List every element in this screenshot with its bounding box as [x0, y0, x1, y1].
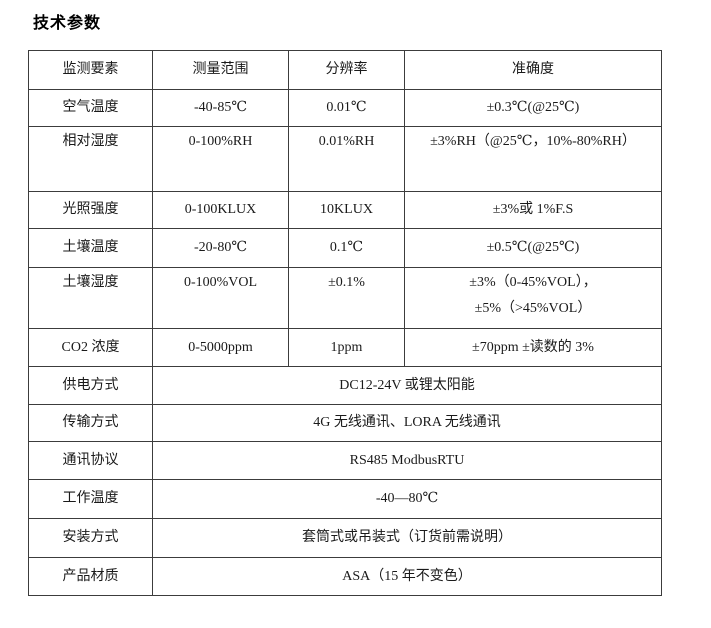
cell-range: 0-100%RH: [152, 126, 289, 192]
table-row-product-material: 产品材质 ASA（15 年不变色）: [28, 557, 662, 596]
cell-element: 土壤湿度: [28, 267, 153, 329]
cell-value: ASA（15 年不变色）: [152, 557, 662, 596]
cell-label: 工作温度: [28, 479, 153, 519]
cell-range: 0-100%VOL: [152, 267, 289, 329]
cell-value: 套筒式或吊装式（订货前需说明）: [152, 518, 662, 558]
cell-value: 4G 无线通讯、LORA 无线通讯: [152, 404, 662, 442]
cell-resolution: ±0.1%: [288, 267, 405, 329]
cell-range: 0-100KLUX: [152, 191, 289, 229]
cell-element: 土壤温度: [28, 228, 153, 268]
cell-value: RS485 ModbusRTU: [152, 441, 662, 480]
column-header-range: 测量范围: [152, 50, 289, 90]
table-row-soil-humidity: 土壤湿度 0-100%VOL ±0.1% ±3%（0-45%VOL）， ±5%（…: [28, 267, 662, 329]
column-header-accuracy: 准确度: [404, 50, 662, 90]
column-header-element: 监测要素: [28, 50, 153, 90]
column-header-resolution: 分辨率: [288, 50, 405, 90]
table-row-air-temperature: 空气温度 -40-85℃ 0.01℃ ±0.3℃(@25℃): [28, 89, 662, 127]
table-row-relative-humidity: 相对湿度 0-100%RH 0.01%RH ±3%RH（@25℃，10%-80%…: [28, 126, 662, 192]
table-row-communication-protocol: 通讯协议 RS485 ModbusRTU: [28, 441, 662, 480]
cell-label: 产品材质: [28, 557, 153, 596]
cell-label: 安装方式: [28, 518, 153, 558]
cell-label: 传输方式: [28, 404, 153, 442]
cell-resolution: 10KLUX: [288, 191, 405, 229]
table-header-row: 监测要素 测量范围 分辨率 准确度: [28, 50, 662, 90]
cell-resolution: 0.1℃: [288, 228, 405, 268]
cell-resolution: 0.01%RH: [288, 126, 405, 192]
cell-element: 相对湿度: [28, 126, 153, 192]
cell-accuracy: ±0.5℃(@25℃): [404, 228, 662, 268]
table-row-light-intensity: 光照强度 0-100KLUX 10KLUX ±3%或 1%F.S: [28, 191, 662, 229]
cell-label: 供电方式: [28, 366, 153, 405]
cell-value: -40—80℃: [152, 479, 662, 519]
page-title: 技术参数: [33, 15, 102, 32]
table-row-co2-concentration: CO2 浓度 0-5000ppm 1ppm ±70ppm ±读数的 3%: [28, 328, 662, 367]
cell-element: 空气温度: [28, 89, 153, 127]
table-row-soil-temperature: 土壤温度 -20-80℃ 0.1℃ ±0.5℃(@25℃): [28, 228, 662, 268]
cell-element: CO2 浓度: [28, 328, 153, 367]
cell-accuracy: ±3%（0-45%VOL）， ±5%（>45%VOL）: [404, 267, 662, 329]
cell-range: -40-85℃: [152, 89, 289, 127]
table-row-power-supply: 供电方式 DC12-24V 或锂太阳能: [28, 366, 662, 405]
accuracy-line-2: ±5%（>45%VOL）: [474, 301, 592, 316]
cell-label: 通讯协议: [28, 441, 153, 480]
cell-element: 光照强度: [28, 191, 153, 229]
cell-accuracy: ±70ppm ±读数的 3%: [404, 328, 662, 367]
cell-resolution: 1ppm: [288, 328, 405, 367]
cell-accuracy: ±3%或 1%F.S: [404, 191, 662, 229]
cell-accuracy: ±3%RH（@25℃，10%-80%RH）: [404, 126, 662, 192]
cell-value: DC12-24V 或锂太阳能: [152, 366, 662, 405]
table-row-transmission-mode: 传输方式 4G 无线通讯、LORA 无线通讯: [28, 404, 662, 442]
tech-params-table: 监测要素 测量范围 分辨率 准确度 空气温度 -40-85℃ 0.01℃ ±0.…: [28, 50, 662, 596]
table-row-working-temperature: 工作温度 -40—80℃: [28, 479, 662, 519]
accuracy-line-1: ±3%（0-45%VOL），: [469, 275, 597, 290]
cell-resolution: 0.01℃: [288, 89, 405, 127]
cell-range: -20-80℃: [152, 228, 289, 268]
cell-accuracy: ±0.3℃(@25℃): [404, 89, 662, 127]
table-row-installation-method: 安装方式 套筒式或吊装式（订货前需说明）: [28, 518, 662, 558]
cell-range: 0-5000ppm: [152, 328, 289, 367]
